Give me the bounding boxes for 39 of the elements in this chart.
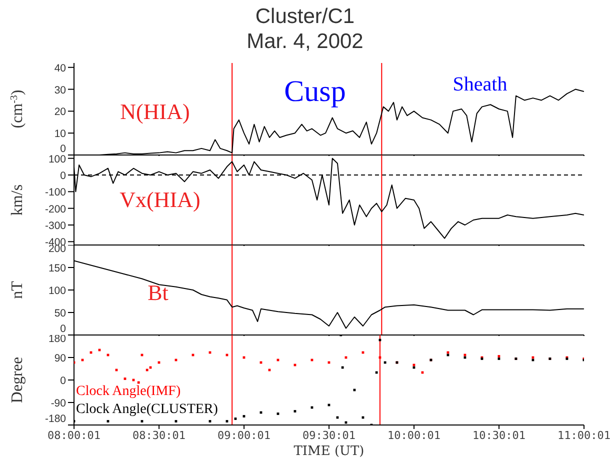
y-tick-label: -180 [44, 413, 66, 425]
y-tick-label: 50 [54, 308, 66, 320]
chart-title: Cluster/C1 [254, 4, 356, 29]
y-tick-label: -100 [44, 186, 66, 199]
annotation: Sheath [452, 74, 508, 96]
y-tick-label: -200 [44, 203, 66, 216]
x-tick-label: 10:30:01 [472, 428, 526, 442]
y-tick-label: 20 [54, 106, 66, 118]
series-label: Clock Angle(CLUSTER) [76, 401, 218, 419]
y-tick-label: 0 [60, 375, 66, 387]
x-tick-label: 10:00:01 [388, 428, 441, 442]
y-axis-title: km/s [9, 184, 26, 216]
y-tick-label: 100 [48, 153, 66, 166]
x-tick-label: 11:00:01 [558, 428, 610, 442]
x-tick-label: 08:30:01 [132, 428, 186, 442]
annotation: N(HIA) [120, 99, 190, 125]
y-tick-label: 10 [54, 128, 66, 140]
y-tick-label: 0 [60, 323, 66, 335]
annotation: Vx(HIA) [120, 187, 200, 213]
y-tick-label: 0 [60, 170, 66, 182]
x-tick-label: 09:30:01 [302, 428, 356, 442]
y-tick-label: 40 [54, 62, 66, 74]
y-tick-label: -300 [44, 220, 66, 232]
x-axis-title: TIME (UT) [294, 444, 364, 459]
y-tick-label: 90 [54, 352, 66, 364]
y-tick-label: 180 [48, 333, 66, 345]
x-tick-label: 08:00:01 [48, 428, 101, 442]
series-label: Clock Angle(IMF) [76, 383, 182, 401]
y-axis-title: nT [9, 280, 26, 299]
y-tick-label: 0 [60, 143, 66, 155]
annotation: Bt [148, 280, 168, 306]
y-axis-title: Degree [9, 356, 26, 404]
annotation: Cusp [284, 75, 346, 109]
y-tick-label: 150 [48, 262, 66, 274]
y-tick-label: -90 [50, 398, 66, 410]
y-tick-label: 100 [48, 285, 66, 297]
x-tick-label: 09:00:01 [218, 428, 271, 442]
chart-subtitle: Mar. 4, 2002 [246, 29, 364, 54]
y-tick-label: 30 [54, 84, 66, 96]
